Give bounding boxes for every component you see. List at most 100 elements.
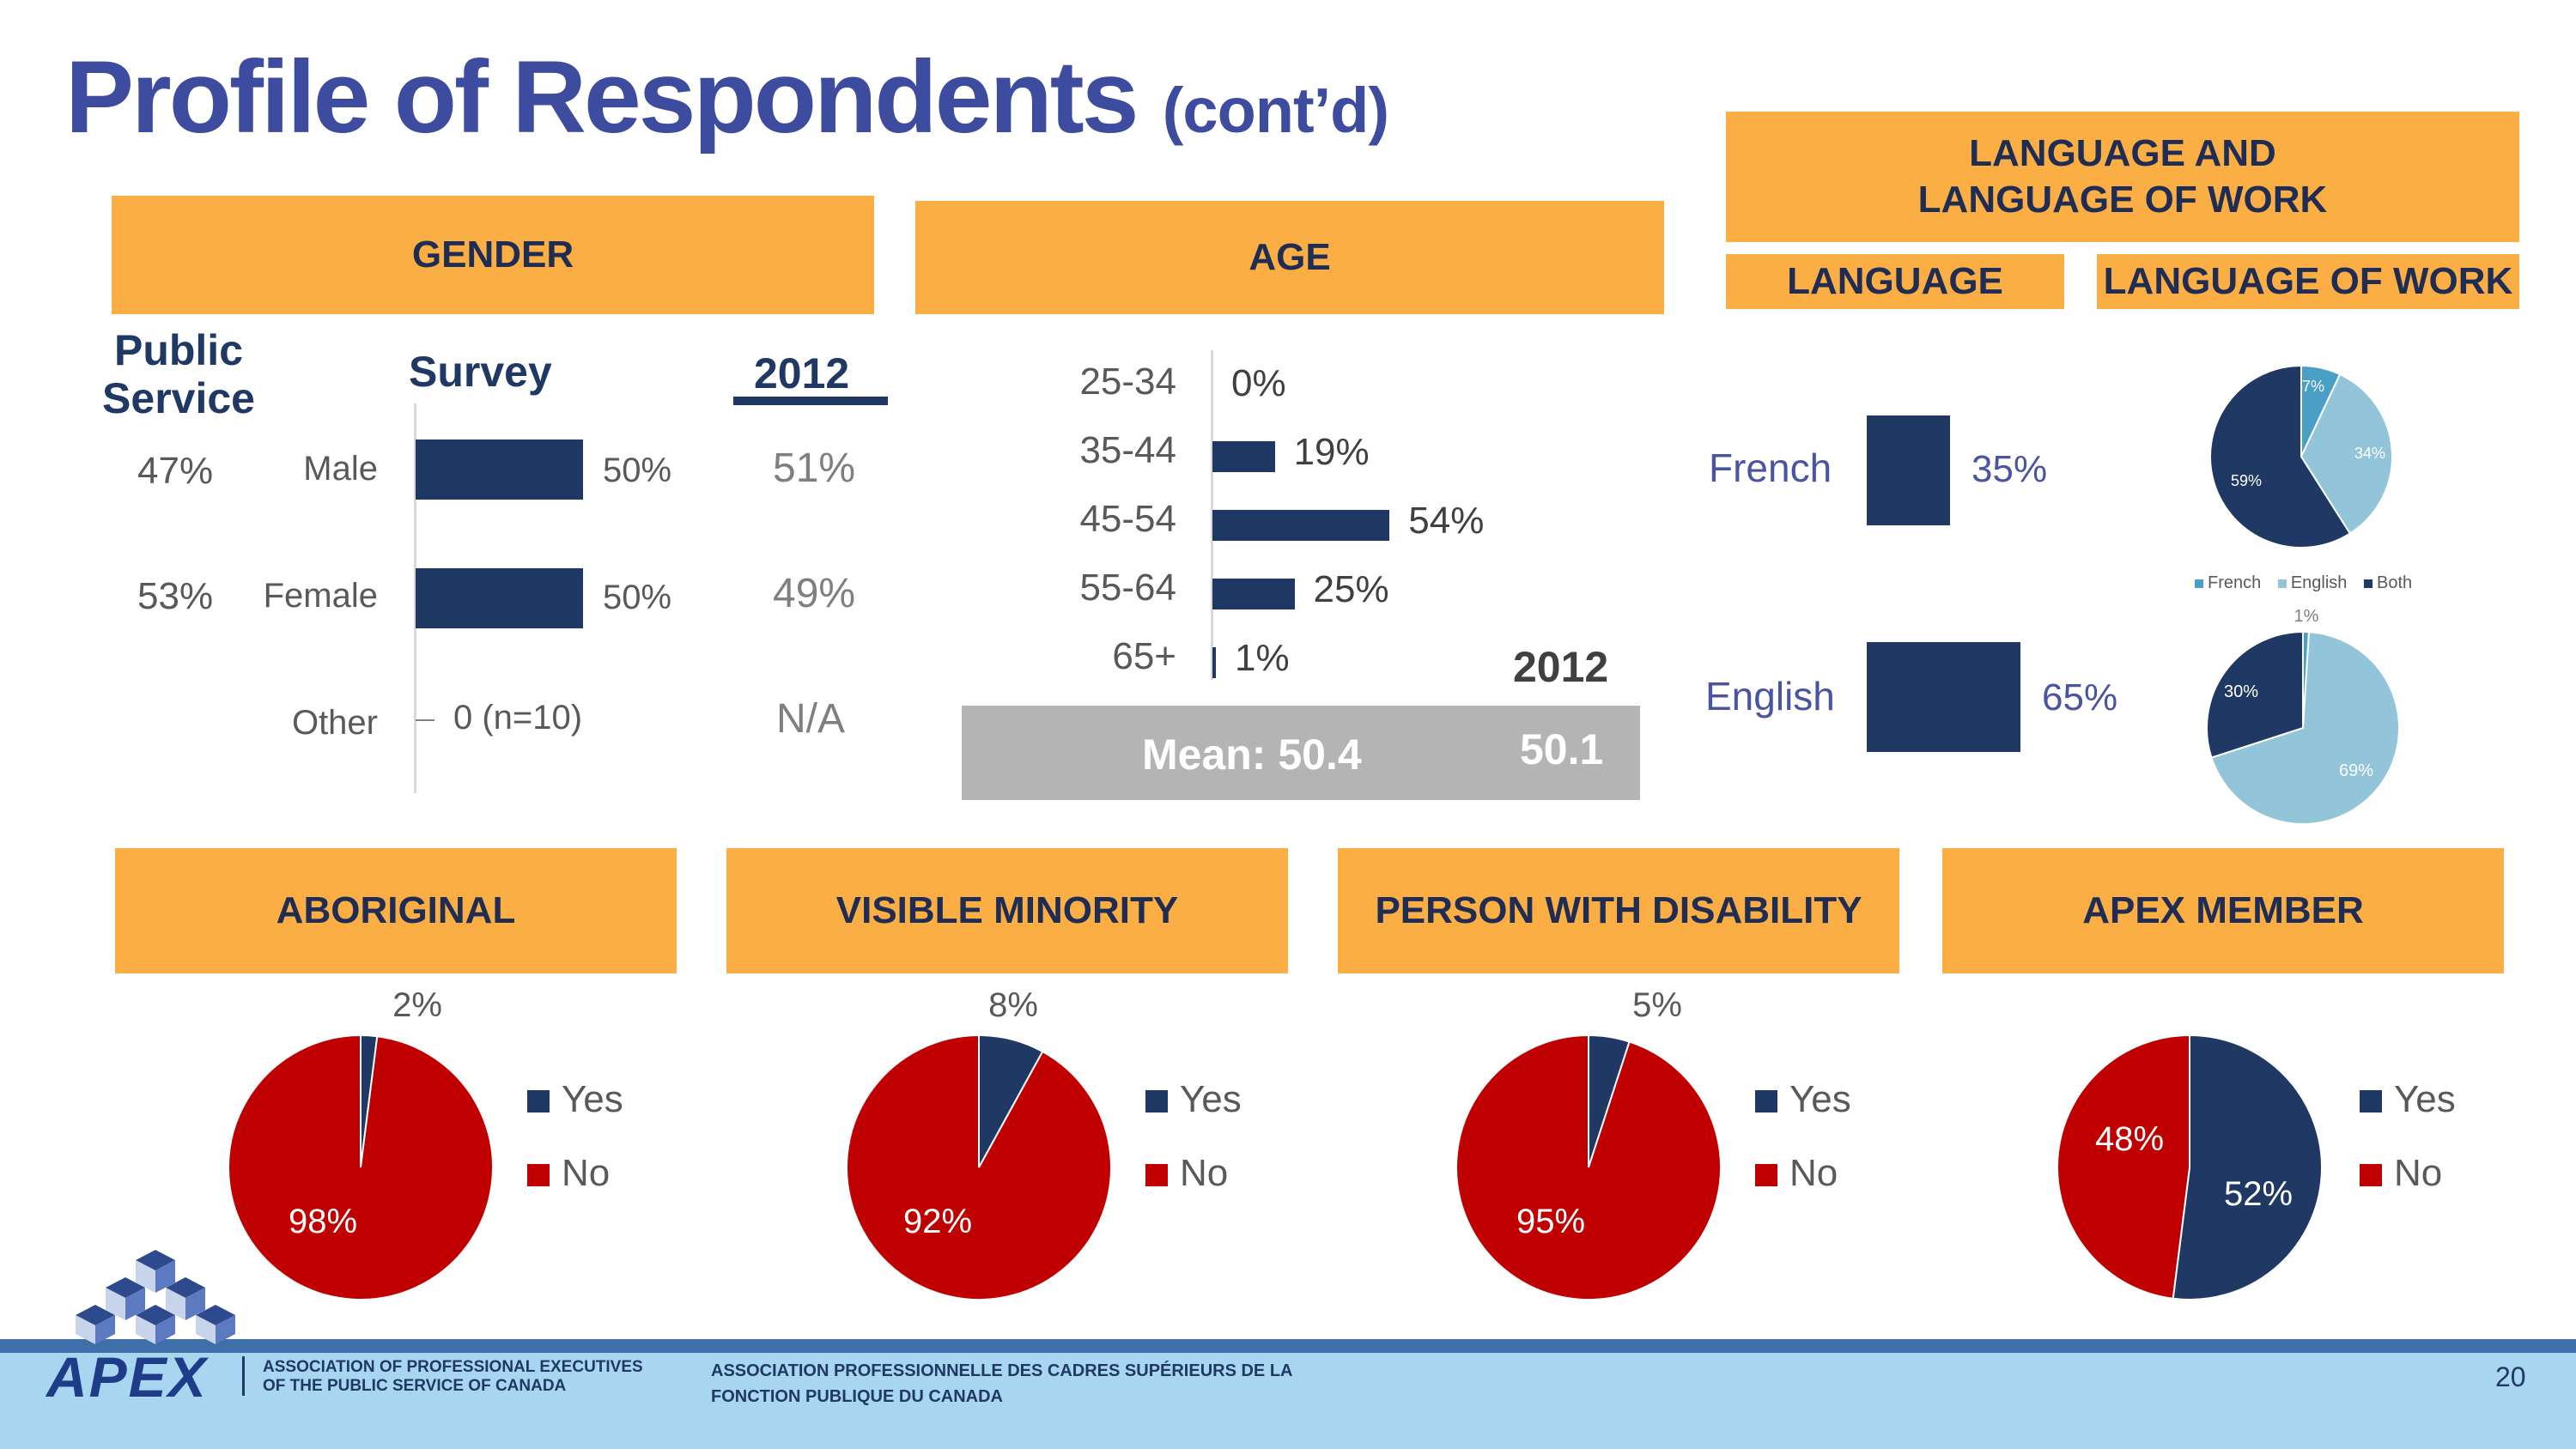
aboriginal-slice-no — [228, 1034, 494, 1300]
visible-minority-slice-no — [846, 1034, 1112, 1300]
language-of-work-2-label-french: 1% — [2294, 607, 2319, 626]
apex-member-pie: 52% 48% — [2057, 1034, 2323, 1300]
apex-member-slice-yes — [2172, 1034, 2323, 1300]
gender-value-female: 50% — [603, 579, 672, 616]
gender-public-service-male: 47% — [137, 450, 214, 492]
aboriginal-legend-yes: Yes — [527, 1078, 623, 1121]
language-of-work-2-label-english: 69% — [2339, 761, 2373, 780]
gender-2012-other: N/A — [776, 696, 846, 742]
legend-no-marker — [1755, 1164, 1777, 1187]
age-label-35-44: 35-44 — [1079, 429, 1176, 471]
disability-legend: Yes No — [1755, 1078, 1851, 1195]
age-axis — [1211, 350, 1213, 680]
visible-minority-label-yes: 8% — [988, 987, 1038, 1024]
language-value-english: 65% — [2042, 676, 2118, 718]
language-bar-french — [1867, 415, 1950, 525]
disability-legend-yes: Yes — [1755, 1078, 1851, 1121]
legend-both-marker — [2363, 579, 2372, 588]
header-aboriginal: ABORIGINAL — [115, 848, 677, 973]
visible-minority-legend-yes: Yes — [1145, 1078, 1242, 1121]
age-bar-35-44 — [1212, 441, 1275, 472]
header-language-and-work: LANGUAGE AND LANGUAGE OF WORK — [1726, 112, 2519, 242]
legend-no-label: No — [1789, 1152, 1838, 1194]
age-bar-55-64 — [1212, 579, 1295, 609]
legend-yes-marker — [1145, 1090, 1168, 1113]
disability-slice-no — [1455, 1034, 1722, 1300]
visible-minority-legend: Yes No — [1145, 1078, 1242, 1195]
footer-english-line2: OF THE PUBLIC SERVICE OF CANADA — [263, 1377, 567, 1395]
gender-bar-other-tick — [416, 719, 434, 721]
gender-label-female: Female — [263, 577, 378, 615]
age-mean-box: Mean: 50.4 50.1 — [962, 706, 1640, 800]
legend-both-label: Both — [2376, 573, 2413, 592]
gender-axis — [414, 403, 416, 793]
title-subtitle: (cont’d) — [1162, 75, 1389, 146]
gender-col-survey: Survey — [409, 348, 552, 396]
age-bar-45-54 — [1212, 510, 1390, 541]
language-of-work-2-slice-both — [2206, 630, 2304, 759]
language-of-work-2-slice-english — [2210, 631, 2400, 825]
legend-yes-marker — [1755, 1090, 1777, 1113]
apex-member-legend: Yes No — [2360, 1078, 2456, 1195]
legend-yes-label: Yes — [2394, 1078, 2456, 1120]
gender-bar-female — [416, 568, 583, 628]
footer-english-name: ASSOCIATION OF PROFESSIONAL EXECUTIVES O… — [263, 1358, 643, 1396]
header-gender: GENDER — [112, 196, 874, 314]
disability-label-no: 95% — [1516, 1203, 1585, 1240]
aboriginal-label-no: 98% — [289, 1203, 357, 1240]
language-of-work-2-label-both: 30% — [2224, 682, 2258, 701]
header-visible-minority: VISIBLE MINORITY — [726, 848, 1288, 973]
legend-english-marker — [2277, 579, 2287, 588]
apex-member-label-yes: 52% — [2224, 1175, 2293, 1213]
legend-yes-label: Yes — [1180, 1078, 1242, 1120]
age-value-25-34: 0% — [1231, 362, 1286, 404]
legend-yes-marker — [527, 1090, 550, 1113]
age-mean-label: Mean: 50.4 — [1142, 731, 1362, 779]
gender-value-other: 0 (n=10) — [453, 699, 583, 737]
language-of-work-legend: French English Both — [2195, 573, 2412, 593]
age-2012-label: 2012 — [1513, 643, 1609, 691]
legend-french-label: French — [2208, 573, 2262, 592]
visible-minority-label-no: 92% — [903, 1203, 972, 1240]
header-language: LANGUAGE — [1726, 254, 2064, 309]
header-language-of-work: LANGUAGE OF WORK — [2097, 254, 2519, 309]
visible-minority-pie: 8% 92% — [846, 987, 1112, 1300]
legend-english-label: English — [2290, 573, 2348, 592]
footer-divider — [242, 1356, 245, 1396]
gender-2012-male: 51% — [773, 446, 856, 491]
header-language-line2: LANGUAGE OF WORK — [1917, 179, 2328, 221]
age-label-55-64: 55-64 — [1079, 567, 1176, 609]
visible-minority-legend-no: No — [1145, 1152, 1242, 1195]
disability-label-yes: 5% — [1632, 987, 1682, 1024]
footer-french-line1: ASSOCIATION PROFESSIONNELLE DES CADRES S… — [711, 1361, 1293, 1380]
language-label-english: English — [1705, 674, 1835, 718]
apex-member-legend-no: No — [2360, 1152, 2456, 1195]
disability-pie: 5% 95% — [1455, 987, 1722, 1300]
page-number: 20 — [2495, 1361, 2526, 1392]
apex-member-legend-yes: Yes — [2360, 1078, 2456, 1121]
apex-logo-text: APEX — [46, 1345, 208, 1409]
legend-no-marker — [2360, 1164, 2382, 1187]
age-label-45-54: 45-54 — [1079, 498, 1176, 540]
header-disability: PERSON WITH DISABILITY — [1338, 848, 1899, 973]
language-bar-english — [1867, 642, 2021, 752]
age-label-65+: 65+ — [1112, 635, 1176, 677]
gender-public-service-female: 53% — [137, 575, 214, 617]
language-of-work-1-label-english: 34% — [2354, 445, 2385, 462]
page-title: Profile of Respondents (cont’d) — [65, 38, 1389, 156]
age-value-55-64: 25% — [1313, 568, 1389, 610]
legend-no-marker — [527, 1164, 550, 1187]
footer-line — [0, 1339, 2576, 1353]
language-of-work-1-label-both: 59% — [2231, 472, 2262, 489]
gender-col-public-service-line1: Public — [113, 326, 244, 374]
age-value-65+: 1% — [1235, 637, 1290, 679]
footer-english-line1: ASSOCIATION OF PROFESSIONAL EXECUTIVES — [263, 1358, 643, 1376]
header-age: AGE — [915, 201, 1664, 314]
gender-col-public-service: Public Service — [93, 326, 264, 422]
legend-no-label: No — [1180, 1152, 1229, 1194]
language-of-work-1-label-french: 7% — [2302, 378, 2324, 395]
legend-yes-label: Yes — [1789, 1078, 1851, 1120]
apex-logo-cubes-icon — [76, 1250, 235, 1344]
gender-bar-male — [416, 440, 583, 500]
language-value-french: 35% — [1971, 448, 2048, 490]
